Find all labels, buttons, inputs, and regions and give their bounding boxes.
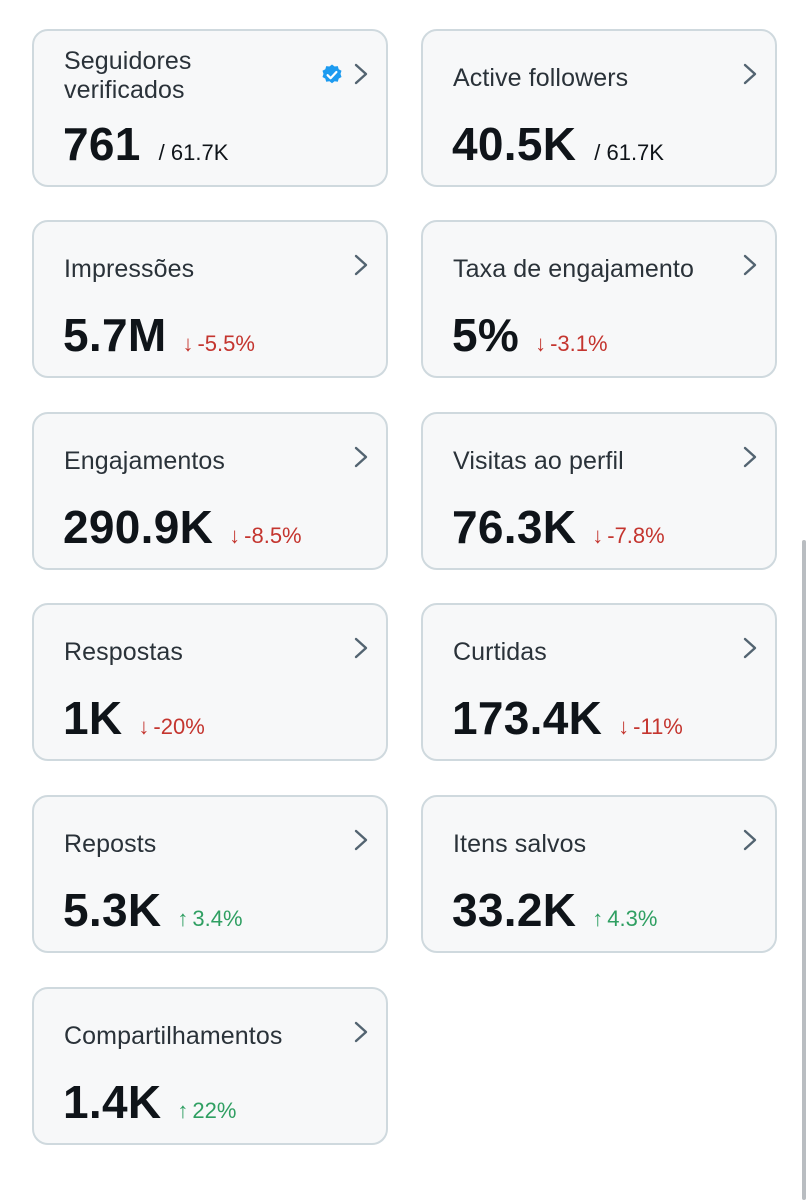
card-profile-visits[interactable]: Visitas ao perfil 76.3K ↓ -7.8% (421, 412, 777, 570)
arrow-up-icon: ↑ (177, 906, 189, 931)
card-change: ↑ 4.3% (592, 906, 657, 932)
card-value: 40.5K (452, 118, 577, 170)
card-label: Engajamentos (64, 447, 226, 475)
card-change-value: -3.1% (550, 331, 608, 356)
verified-badge-icon (322, 64, 342, 84)
chevron-right-icon[interactable] (350, 635, 372, 661)
card-label: Active followers (453, 64, 629, 92)
card-value-row: 76.3K ↓ -7.8% (452, 502, 665, 552)
card-change: ↓ -7.8% (592, 523, 664, 549)
card-change: ↓ -5.5% (182, 331, 254, 357)
card-verified-followers[interactable]: Seguidores verificados 761 / 61.7K (32, 29, 388, 187)
card-saved-items[interactable]: Itens salvos 33.2K ↑ 4.3% (421, 795, 777, 953)
card-change-value: -7.8% (607, 523, 665, 548)
chevron-right-icon[interactable] (350, 61, 372, 87)
chevron-right-icon[interactable] (739, 252, 761, 278)
card-value: 1K (63, 692, 123, 744)
chevron-right-icon[interactable] (350, 252, 372, 278)
card-total: / 61.7K (594, 140, 664, 165)
card-likes[interactable]: Curtidas 173.4K ↓ -11% (421, 603, 777, 761)
chevron-right-icon[interactable] (350, 1019, 372, 1045)
chevron-right-icon[interactable] (350, 444, 372, 470)
card-value-row: 1.4K ↑ 22% (63, 1077, 236, 1127)
card-active-followers[interactable]: Active followers 40.5K / 61.7K (421, 29, 777, 187)
card-change-value: -8.5% (244, 523, 302, 548)
card-value: 76.3K (452, 501, 577, 553)
chevron-right-icon[interactable] (739, 61, 761, 87)
card-change-value: -11% (633, 714, 683, 739)
card-label: Visitas ao perfil (453, 447, 624, 475)
arrow-up-icon: ↑ (177, 1098, 189, 1123)
card-reposts[interactable]: Reposts 5.3K ↑ 3.4% (32, 795, 388, 953)
card-value: 33.2K (452, 884, 577, 936)
card-value-row: 5.3K ↑ 3.4% (63, 885, 243, 935)
card-label: Compartilhamentos (64, 1022, 283, 1050)
card-engagements[interactable]: Engajamentos 290.9K ↓ -8.5% (32, 412, 388, 570)
card-label: Impressões (64, 255, 195, 283)
card-value-row: 1K ↓ -20% (63, 693, 205, 743)
card-value-row: 173.4K ↓ -11% (452, 693, 683, 743)
arrow-down-icon: ↓ (592, 523, 604, 548)
card-value-row: 5% ↓ -3.1% (452, 310, 608, 360)
card-value: 290.9K (63, 501, 214, 553)
card-value-row: 5.7M ↓ -5.5% (63, 310, 255, 360)
card-value-row: 40.5K / 61.7K (452, 119, 664, 169)
card-change-value: -5.5% (197, 331, 255, 356)
card-change-value: 3.4% (192, 906, 243, 931)
arrow-down-icon: ↓ (535, 331, 547, 356)
chevron-right-icon[interactable] (350, 827, 372, 853)
card-label: Itens salvos (453, 830, 587, 858)
card-label: Reposts (64, 830, 157, 858)
card-change: ↓ -3.1% (535, 331, 607, 357)
card-label: Respostas (64, 638, 184, 666)
card-change-value: -20% (153, 714, 205, 739)
card-value: 5.7M (63, 309, 167, 361)
card-impressions[interactable]: Impressões 5.7M ↓ -5.5% (32, 220, 388, 378)
arrow-down-icon: ↓ (229, 523, 241, 548)
card-value: 761 (63, 118, 141, 170)
card-value: 173.4K (452, 692, 603, 744)
card-engagement-rate[interactable]: Taxa de engajamento 5% ↓ -3.1% (421, 220, 777, 378)
arrow-down-icon: ↓ (618, 714, 630, 739)
card-value-row: 290.9K ↓ -8.5% (63, 502, 302, 552)
card-value: 5% (452, 309, 520, 361)
card-label: Taxa de engajamento (453, 255, 694, 283)
card-value-row: 761 / 61.7K (63, 119, 228, 169)
card-shares[interactable]: Compartilhamentos 1.4K ↑ 22% (32, 987, 388, 1145)
card-total: / 61.7K (158, 140, 229, 165)
card-change: ↑ 3.4% (177, 906, 242, 932)
arrow-down-icon: ↓ (138, 714, 150, 739)
arrow-up-icon: ↑ (592, 906, 604, 931)
card-change: ↓ -20% (138, 714, 204, 740)
card-change: ↓ -8.5% (229, 523, 301, 549)
card-value: 1.4K (63, 1076, 162, 1128)
arrow-down-icon: ↓ (182, 331, 194, 356)
card-value: 5.3K (63, 884, 162, 936)
card-label: Curtidas (453, 638, 547, 666)
chevron-right-icon[interactable] (739, 635, 761, 661)
chevron-right-icon[interactable] (739, 444, 761, 470)
card-change-value: 22% (192, 1098, 237, 1123)
card-label: Seguidores verificados (64, 47, 192, 104)
card-change: ↓ -11% (618, 714, 683, 740)
card-change: ↑ 22% (177, 1098, 236, 1124)
chevron-right-icon[interactable] (739, 827, 761, 853)
card-replies[interactable]: Respostas 1K ↓ -20% (32, 603, 388, 761)
scrollbar[interactable] (802, 540, 806, 1200)
card-change-value: 4.3% (607, 906, 658, 931)
card-value-row: 33.2K ↑ 4.3% (452, 885, 657, 935)
